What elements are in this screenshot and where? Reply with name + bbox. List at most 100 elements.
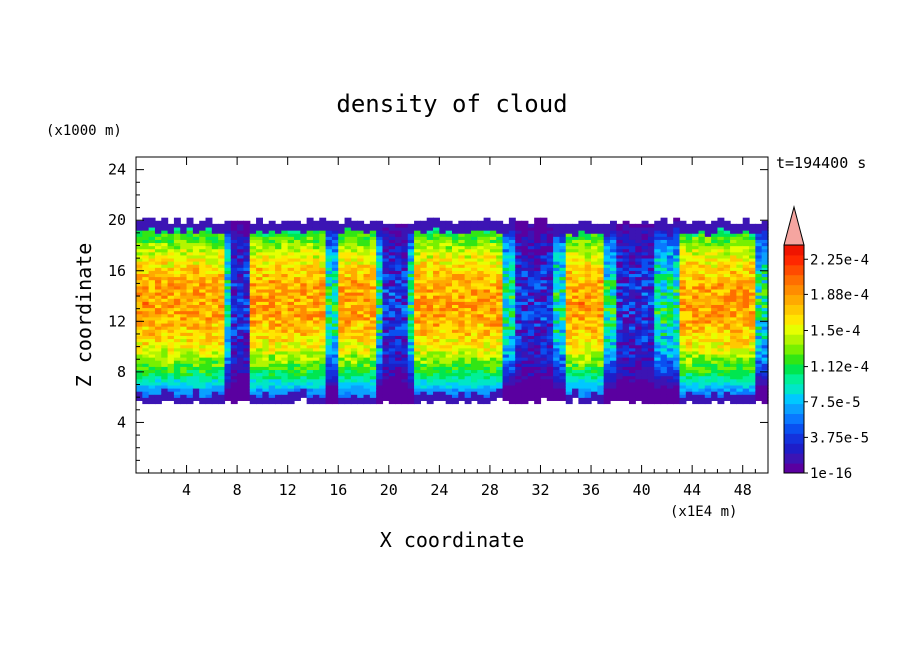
density-cell	[180, 381, 188, 386]
density-cell	[483, 369, 491, 374]
density-cell	[407, 326, 415, 330]
density-cell	[167, 363, 175, 367]
density-cell	[192, 353, 200, 358]
density-cell	[142, 226, 150, 231]
density-cell	[603, 285, 611, 290]
density-cell	[565, 338, 573, 343]
density-cell	[312, 322, 320, 327]
density-cell	[199, 291, 207, 296]
density-cell	[426, 285, 434, 290]
density-cell	[578, 316, 586, 321]
density-cell	[192, 316, 200, 321]
density-cell	[521, 360, 529, 364]
density-cell	[439, 391, 447, 395]
density-cell	[268, 245, 276, 250]
density-cell	[546, 319, 554, 324]
density-cell	[357, 384, 365, 389]
density-cell	[205, 267, 213, 271]
density-cell	[262, 384, 270, 389]
density-cell	[527, 298, 535, 302]
density-cell	[382, 369, 390, 374]
density-cell	[369, 313, 377, 318]
density-cell	[647, 319, 655, 324]
density-cell	[591, 261, 598, 265]
density-cell	[306, 220, 314, 225]
density-cell	[211, 316, 219, 321]
density-cell	[426, 220, 434, 225]
density-cell	[363, 372, 371, 377]
density-cell	[622, 326, 630, 330]
density-cell	[635, 316, 643, 321]
density-cell	[591, 344, 598, 349]
density-cell	[230, 285, 238, 290]
density-cell	[534, 372, 542, 377]
density-cell	[483, 279, 491, 284]
density-cell	[142, 295, 150, 299]
density-cell	[546, 350, 554, 355]
density-cell	[142, 276, 150, 281]
chart-title: density of cloud	[336, 90, 567, 118]
density-cell	[483, 347, 491, 352]
density-cell	[401, 316, 409, 321]
density-cell	[363, 338, 371, 343]
density-cell	[275, 400, 282, 405]
density-cell	[407, 391, 415, 395]
density-cell	[597, 372, 605, 377]
density-cell	[534, 338, 542, 343]
density-cell	[256, 276, 263, 281]
density-cell	[294, 239, 301, 244]
density-cell	[186, 301, 194, 305]
density-cell	[382, 384, 390, 389]
density-cell	[199, 301, 207, 305]
density-cell	[230, 239, 238, 244]
density-cell	[148, 353, 156, 358]
density-cell	[420, 387, 428, 392]
density-cell	[534, 310, 542, 315]
density-cell	[237, 291, 245, 296]
density-cell	[508, 369, 516, 374]
density-cell	[546, 301, 554, 305]
density-cell	[319, 341, 327, 346]
density-cell	[433, 357, 440, 361]
density-cell	[502, 270, 510, 275]
density-cell	[546, 372, 554, 377]
density-cell	[647, 288, 655, 293]
density-cell	[148, 387, 156, 392]
density-cell	[496, 353, 504, 358]
density-cell	[338, 387, 346, 392]
density-cell	[186, 366, 194, 371]
density-cell	[565, 384, 573, 389]
density-cell	[559, 397, 567, 401]
density-cell	[414, 400, 421, 405]
density-cell	[546, 391, 554, 395]
density-cell	[136, 335, 143, 340]
density-cell	[237, 301, 245, 305]
density-cell	[205, 322, 213, 327]
density-cell	[470, 387, 478, 392]
density-cell	[294, 285, 301, 290]
density-cell	[502, 344, 510, 349]
density-cell	[616, 387, 624, 392]
density-cell	[173, 353, 181, 358]
density-cell	[306, 288, 314, 293]
density-cell	[584, 236, 592, 240]
density-cell	[224, 248, 232, 253]
density-cell	[325, 295, 333, 299]
density-cell	[452, 307, 459, 312]
density-cell	[154, 223, 162, 228]
density-cell	[591, 391, 598, 395]
density-cell	[306, 304, 314, 309]
density-cell	[641, 329, 649, 333]
density-cell	[654, 384, 662, 389]
density-cell	[433, 254, 440, 259]
density-cell	[546, 357, 554, 361]
density-cell	[647, 338, 655, 343]
density-cell	[597, 267, 605, 271]
density-cell	[300, 226, 308, 231]
density-cell	[154, 276, 162, 281]
density-cell	[338, 384, 346, 389]
density-cell	[597, 378, 605, 383]
density-cell	[180, 264, 188, 268]
density-cell	[192, 276, 200, 281]
density-cell	[515, 270, 523, 275]
